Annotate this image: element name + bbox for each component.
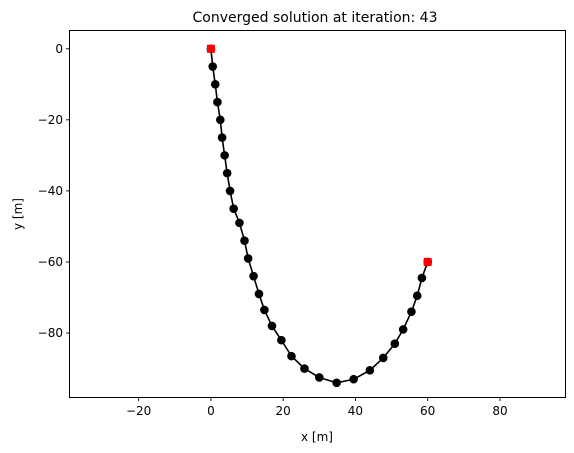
y-tick-label: −40 <box>38 184 63 198</box>
y-tick-label: −80 <box>38 326 63 340</box>
data-point-3 <box>213 97 222 107</box>
data-point-13 <box>249 271 258 281</box>
x-tick-label: 80 <box>492 404 507 418</box>
data-point-14 <box>254 289 264 299</box>
data-point-8 <box>225 186 235 196</box>
y-tick-label: 0 <box>55 42 63 56</box>
start-point-marker <box>206 44 215 53</box>
data-point-27 <box>407 307 416 317</box>
data-point-2 <box>210 80 220 89</box>
x-axis: −20 0 20 40 60 80 <box>126 397 508 418</box>
data-point-20 <box>315 373 324 382</box>
data-point-23 <box>365 366 375 375</box>
y-axis: 0 −20 −40 −60 −80 <box>38 42 70 340</box>
data-point-25 <box>390 339 400 348</box>
data-point-24 <box>378 353 388 363</box>
y-tick-label: −60 <box>38 255 63 269</box>
data-point-7 <box>222 168 232 178</box>
x-axis-label: x [m] <box>301 430 333 444</box>
data-point-12 <box>243 254 253 263</box>
data-point-22 <box>349 374 358 384</box>
data-point-28 <box>412 291 422 301</box>
data-point-11 <box>240 236 249 245</box>
y-axis-label: y [m] <box>11 198 25 230</box>
data-point-1 <box>208 62 218 71</box>
chart-title: Converged solution at iteration: 43 <box>193 10 438 26</box>
data-point-18 <box>287 351 296 361</box>
data-point-16 <box>267 321 277 331</box>
data-point-19 <box>300 364 309 373</box>
data-point-21 <box>332 378 341 388</box>
x-tick-label: 0 <box>207 404 215 418</box>
plot-area <box>206 44 433 388</box>
data-point-5 <box>217 133 227 142</box>
data-point-6 <box>220 151 229 160</box>
data-point-26 <box>398 325 408 334</box>
data-point-10 <box>235 218 244 228</box>
x-tick-label: 60 <box>420 404 435 418</box>
x-tick-label: −20 <box>126 404 151 418</box>
y-tick-label: −20 <box>38 113 63 127</box>
data-point-15 <box>260 305 269 315</box>
end-point-marker <box>423 257 432 266</box>
plot-frame <box>69 30 566 398</box>
data-point-17 <box>277 335 286 345</box>
data-point-9 <box>229 204 238 213</box>
x-tick-label: 40 <box>348 404 363 418</box>
series-line <box>210 48 429 384</box>
data-point-4 <box>216 115 225 125</box>
data-point-29 <box>417 273 427 283</box>
x-tick-label: 20 <box>276 404 291 418</box>
